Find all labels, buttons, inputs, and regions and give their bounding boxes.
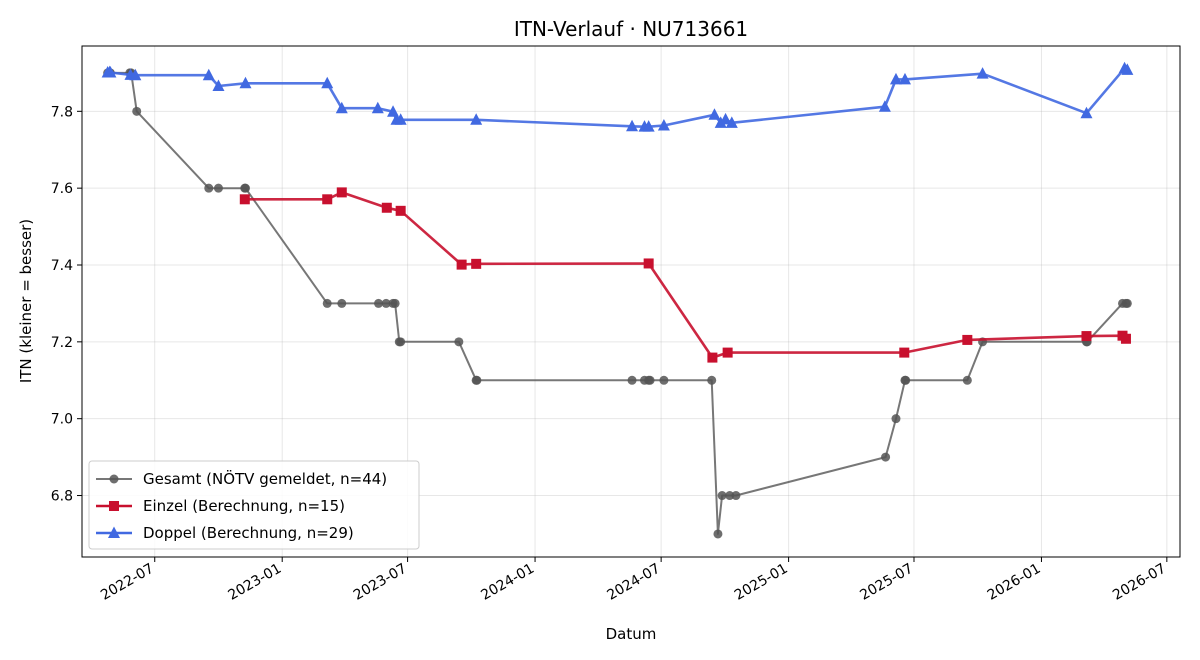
data-point [626,119,639,132]
data-point [645,375,655,385]
data-point [643,258,654,269]
y-tick-label: 7.0 [51,412,73,428]
data-point [240,183,250,193]
data-point [202,68,215,81]
legend-label: Gesamt (NÖTV gemeldet, n=44) [143,469,387,488]
data-point [1121,63,1134,75]
data-point [1120,333,1131,344]
data-point [717,491,727,501]
data-point [371,101,384,114]
data-point [129,68,142,81]
chart-title: ITN-Verlauf · NU713661 [514,17,748,41]
y-tick-label: 7.4 [51,258,73,274]
y-tick-label: 7.2 [51,335,73,351]
x-tick-label: 2026-01 [985,561,1044,604]
x-tick-label: 2024-07 [604,561,663,604]
data-point [713,529,723,539]
data-point [337,298,347,308]
data-point [239,194,250,205]
y-axis-ticks: 6.8 7.0 7.2 7.4 7.6 7.8 [51,104,82,505]
x-axis-ticks: 2022-07 2023-01 2023-07 2024-01 2024-07 2025-… [98,557,1169,604]
y-tick-label: 7.8 [51,104,73,120]
grid [82,46,1180,557]
data-point [1081,331,1092,342]
data-point [390,298,400,308]
series-triangle [101,61,1134,132]
data-point [471,258,482,269]
data-point [1080,106,1093,119]
legend: Gesamt (NÖTV gemeldet, n=44) Einzel (Bere… [88,460,420,550]
data-point [454,337,464,347]
data-point [889,72,902,85]
data-point [719,112,732,125]
data-point [899,347,910,358]
y-axis-label: ITN (kleiner = besser) [17,219,35,383]
data-point [204,183,214,193]
x-tick-label: 2025-07 [857,561,916,604]
data-point [642,120,655,132]
legend-marker [109,474,119,484]
data-point [1122,298,1132,308]
data-point [373,298,383,308]
data-point [707,375,717,385]
data-point [627,375,637,385]
series-line [244,191,1127,359]
data-point [708,108,721,120]
data-point [962,375,972,385]
data-point [659,375,669,385]
x-axis-label: Datum [606,625,657,643]
data-point [396,337,406,347]
data-point [881,452,891,462]
data-point [878,100,891,112]
data-point [657,119,670,131]
y-tick-label: 6.8 [51,489,73,505]
x-tick-label: 2026-07 [1110,561,1169,604]
legend-label: Einzel (Berechnung, n=15) [143,497,345,515]
x-tick-label: 2024-01 [478,561,537,604]
data-point [321,76,334,89]
data-point [239,76,252,89]
data-point [381,202,392,213]
data-point [470,113,483,125]
legend-marker [109,501,119,511]
data-point [731,491,741,501]
series-square [239,187,1131,363]
legend-label: Doppel (Berechnung, n=29) [143,524,354,542]
data-point [394,113,407,125]
data-point [725,491,735,501]
data-point [714,116,727,128]
plot-area-frame [81,45,1181,558]
data-point [322,194,333,205]
data-point [891,414,901,424]
x-tick-label: 2025-01 [732,561,791,604]
x-tick-label: 2023-01 [226,561,285,604]
data-point [898,72,911,85]
x-tick-label: 2023-07 [351,561,410,604]
data-point [381,298,391,308]
data-point [336,187,347,198]
y-tick-label: 7.6 [51,181,73,197]
legend-box [88,460,420,550]
x-tick-label: 2022-07 [98,561,157,604]
data-point [472,375,482,385]
data-point [213,183,223,193]
data-point [456,259,467,270]
data-point [132,106,142,116]
series-line [107,67,1129,128]
data-point [104,66,117,78]
data-point [707,352,718,363]
legend-marker [108,526,120,538]
data-point [976,67,989,79]
data-point [387,105,400,117]
plot-series [101,61,1134,539]
data-point [395,205,406,216]
data-point [725,116,738,128]
data-point [322,298,332,308]
data-point [901,375,911,385]
data-point [212,79,225,91]
data-point [335,101,348,114]
data-point [962,334,973,345]
data-point [722,347,733,358]
